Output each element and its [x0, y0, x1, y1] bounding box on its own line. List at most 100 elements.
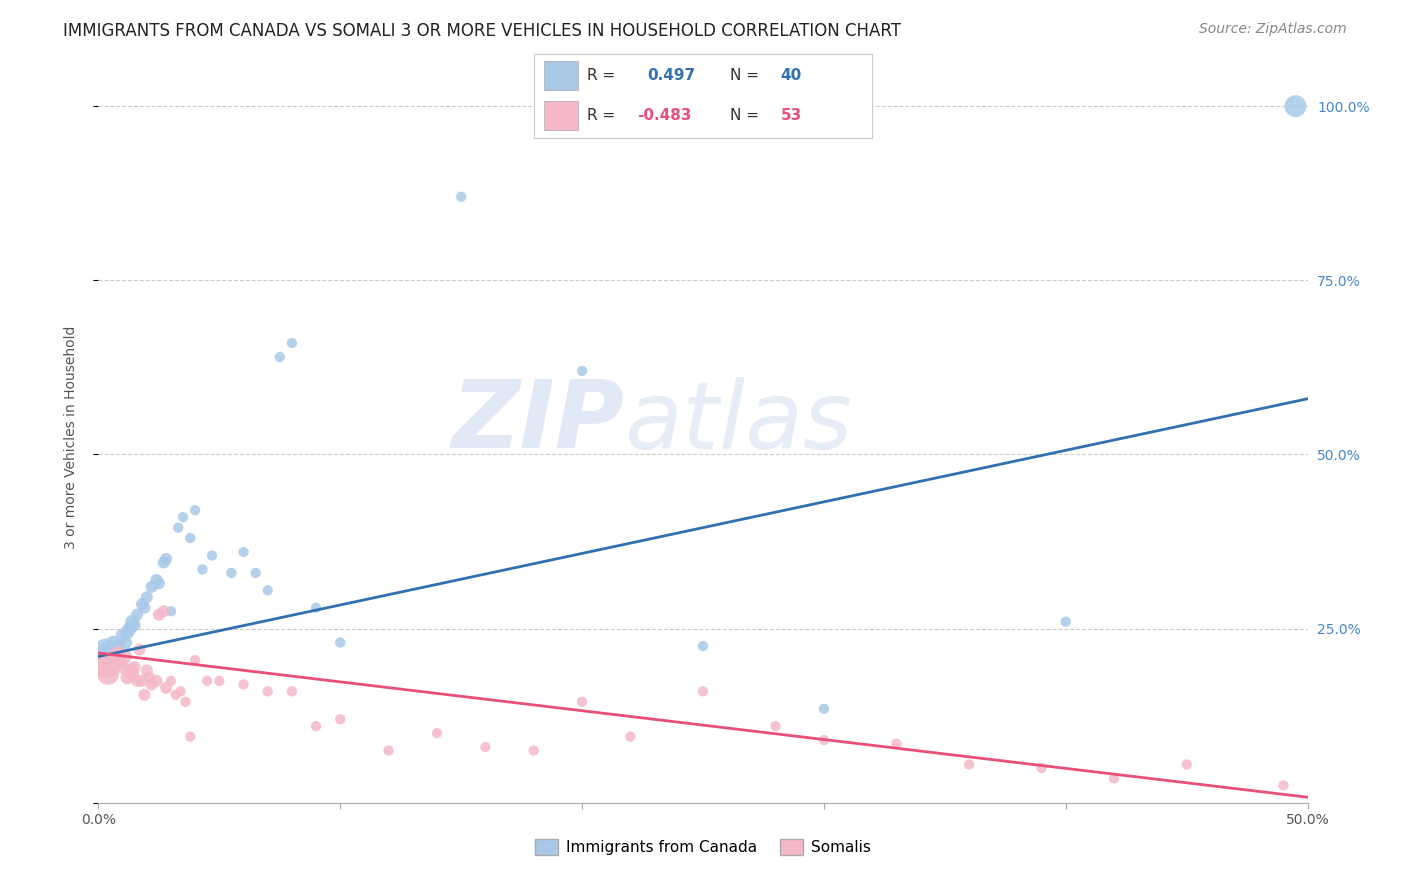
Point: [107, 639, 129, 653]
Point: [426, 726, 449, 740]
Point: [111, 629, 134, 643]
Point: [114, 649, 136, 664]
Point: [256, 684, 278, 698]
Point: [117, 670, 139, 684]
Point: [100, 664, 122, 678]
Point: [305, 719, 328, 733]
Legend: Immigrants from Canada, Somalis: Immigrants from Canada, Somalis: [530, 833, 876, 861]
Point: [101, 635, 124, 649]
Point: [232, 545, 254, 559]
Point: [281, 684, 304, 698]
Point: [450, 190, 472, 204]
Point: [155, 681, 177, 695]
Text: N =: N =: [730, 108, 759, 123]
Point: [121, 615, 143, 629]
Point: [329, 635, 352, 649]
Point: [1272, 778, 1295, 792]
Point: [886, 737, 908, 751]
Point: [111, 660, 134, 674]
Point: [329, 712, 352, 726]
Point: [135, 591, 157, 605]
Point: [523, 743, 546, 757]
Bar: [544, 101, 578, 130]
Point: [245, 566, 267, 580]
Point: [169, 684, 191, 698]
Point: [165, 688, 187, 702]
Point: [152, 556, 174, 570]
Text: -0.483: -0.483: [637, 108, 692, 123]
Point: [195, 673, 218, 688]
Point: [134, 600, 156, 615]
Point: [145, 573, 167, 587]
Text: R =: R =: [586, 108, 614, 123]
Point: [135, 664, 157, 678]
Point: [141, 677, 163, 691]
Point: [1175, 757, 1198, 772]
Text: Source: ZipAtlas.com: Source: ZipAtlas.com: [1199, 22, 1347, 37]
Point: [117, 625, 139, 640]
Text: 53: 53: [780, 108, 801, 123]
Point: [138, 670, 160, 684]
Point: [145, 673, 167, 688]
Point: [281, 336, 304, 351]
Text: 0.497: 0.497: [647, 68, 696, 83]
Point: [155, 552, 177, 566]
Point: [160, 604, 183, 618]
Point: [141, 580, 163, 594]
Point: [692, 684, 714, 698]
Point: [118, 664, 141, 678]
Point: [571, 695, 593, 709]
Point: [184, 503, 207, 517]
Point: [107, 646, 129, 660]
Point: [91, 660, 114, 674]
Point: [121, 667, 143, 681]
Text: 40: 40: [780, 68, 801, 83]
Point: [94, 642, 117, 657]
Point: [131, 597, 153, 611]
Point: [97, 646, 120, 660]
Point: [97, 667, 120, 681]
Point: [692, 639, 714, 653]
Point: [1031, 761, 1053, 775]
Point: [571, 364, 593, 378]
Point: [813, 733, 835, 747]
Point: [813, 702, 835, 716]
Point: [108, 653, 131, 667]
Text: atlas: atlas: [624, 377, 852, 468]
Text: IMMIGRANTS FROM CANADA VS SOMALI 3 OR MORE VEHICLES IN HOUSEHOLD CORRELATION CHA: IMMIGRANTS FROM CANADA VS SOMALI 3 OR MO…: [63, 22, 901, 40]
Text: N =: N =: [730, 68, 759, 83]
Point: [172, 510, 194, 524]
Point: [90, 657, 112, 671]
Point: [1054, 615, 1077, 629]
Point: [124, 618, 146, 632]
Point: [127, 673, 149, 688]
Point: [127, 607, 149, 622]
Point: [377, 743, 399, 757]
Point: [957, 757, 980, 772]
Point: [179, 531, 201, 545]
Point: [232, 677, 254, 691]
Point: [256, 583, 278, 598]
Y-axis label: 3 or more Vehicles in Household: 3 or more Vehicles in Household: [63, 326, 77, 549]
Point: [221, 566, 243, 580]
Point: [114, 635, 136, 649]
Point: [160, 673, 183, 688]
Point: [1102, 772, 1125, 786]
Point: [118, 622, 141, 636]
Point: [191, 562, 214, 576]
Point: [128, 642, 150, 657]
Point: [619, 730, 641, 744]
Point: [148, 576, 170, 591]
Text: R =: R =: [586, 68, 614, 83]
Point: [184, 653, 207, 667]
Point: [101, 649, 124, 664]
Point: [474, 740, 496, 755]
Bar: [544, 62, 578, 90]
Point: [104, 657, 127, 671]
Point: [124, 660, 146, 674]
Point: [201, 549, 224, 563]
Point: [765, 719, 787, 733]
Text: ZIP: ZIP: [451, 376, 624, 468]
Point: [179, 730, 201, 744]
Point: [131, 673, 153, 688]
